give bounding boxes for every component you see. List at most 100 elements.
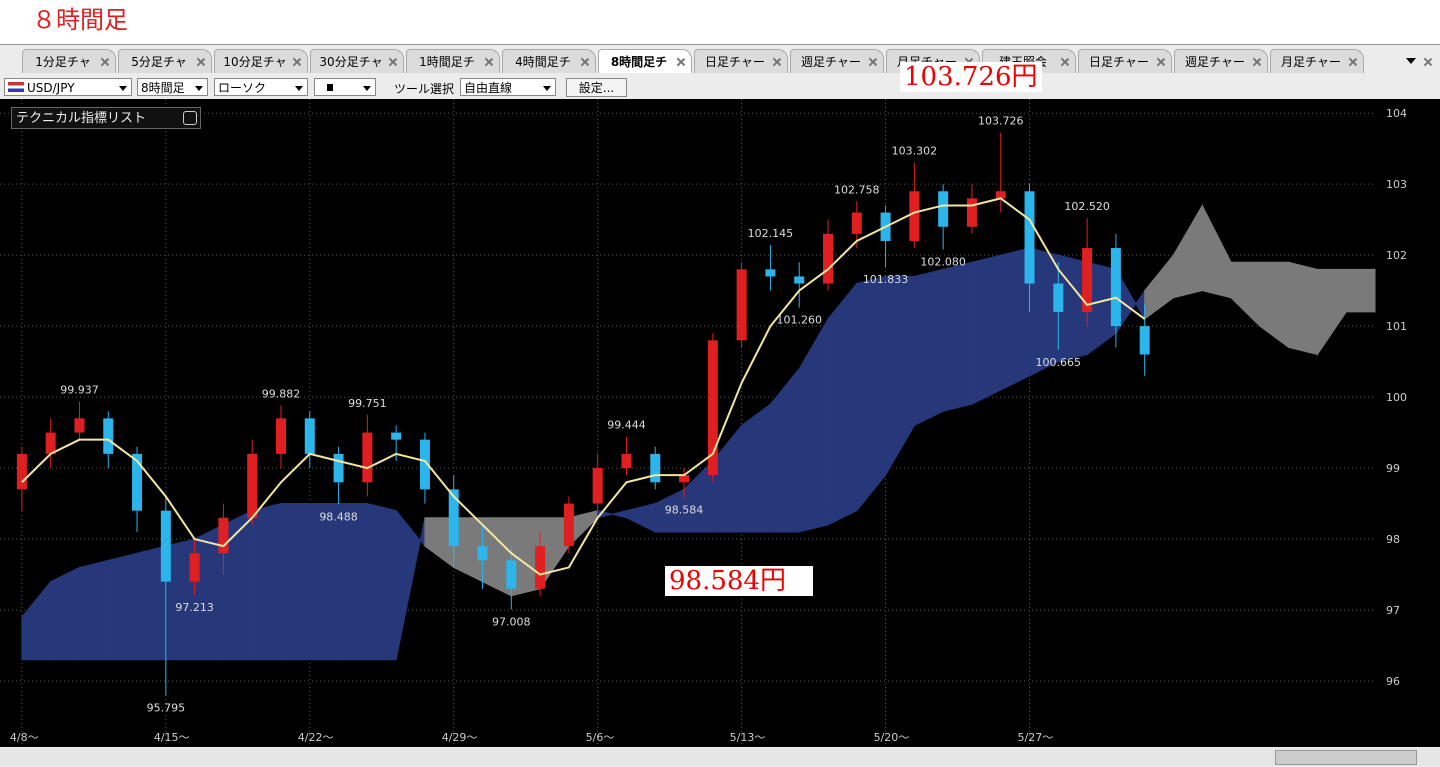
- flag: [8, 82, 24, 92]
- tab-close[interactable]: [101, 58, 109, 66]
- tab-close[interactable]: [197, 58, 205, 66]
- candle-body: [45, 432, 56, 454]
- tab[interactable]: 1分足チャ: [22, 49, 116, 73]
- tab-close[interactable]: [677, 58, 685, 66]
- candle-body: [74, 418, 85, 433]
- candle-body: [103, 418, 114, 454]
- tab-close[interactable]: [293, 58, 301, 66]
- tab-close[interactable]: [869, 58, 877, 66]
- cloud-segment: [856, 275, 887, 513]
- symbol-select[interactable]: USD/JPY: [4, 78, 132, 96]
- tab[interactable]: 8時間足チ: [598, 49, 692, 73]
- candle-body: [333, 453, 344, 483]
- tab[interactable]: 月足チャー: [1270, 49, 1364, 73]
- candle-body: [707, 340, 718, 476]
- cloud-segment: [309, 503, 340, 661]
- scrollbar: [0, 748, 1440, 766]
- y-tick-label: 97: [1386, 604, 1400, 617]
- cloud-segment: [942, 261, 973, 412]
- chart-type-select[interactable]: ローソク: [214, 78, 308, 96]
- price-annotation: 102.145: [748, 227, 794, 240]
- candle-body: [391, 432, 402, 440]
- tab-label: 月足チャー: [1281, 55, 1341, 69]
- candle-body: [679, 475, 690, 483]
- tab-close[interactable]: [485, 58, 493, 66]
- x-tick-label: 4/15～: [154, 731, 190, 744]
- tab[interactable]: 日足チャー: [694, 49, 788, 73]
- tab-close[interactable]: [1349, 58, 1357, 66]
- period-select[interactable]: 8時間足: [137, 78, 208, 96]
- price-annotation: 101.260: [776, 314, 822, 327]
- tab-label: 1分足チャ: [35, 55, 91, 69]
- candle-body: [218, 517, 229, 554]
- price-annotation: 98.488: [319, 510, 358, 523]
- candle-body: [448, 489, 459, 547]
- tab-close[interactable]: [773, 58, 781, 66]
- moving-average: [21, 197, 1146, 576]
- panel-button[interactable]: [183, 111, 197, 125]
- tab[interactable]: 4時間足チ: [502, 49, 596, 73]
- price-annotation: 103.726: [978, 115, 1024, 128]
- candle-body: [304, 418, 315, 454]
- candle-body: [506, 560, 517, 589]
- tab-close[interactable]: [1253, 58, 1261, 66]
- close-window[interactable]: [1424, 58, 1432, 66]
- candle-body: [419, 439, 430, 490]
- indicator-panel[interactable]: テクニカル指標リスト: [11, 107, 201, 129]
- chart: 96 97 98 99 100 101 102 103 104 4/8～ 4/15～ 4/22～ 4/2…: [0, 99, 1440, 747]
- y-tick-label: 104: [1386, 107, 1407, 120]
- price-annotation: 99.882: [262, 387, 301, 400]
- cloud-segment: [741, 403, 771, 533]
- y-tick-label: 102: [1386, 249, 1407, 262]
- tab-close[interactable]: [1061, 58, 1069, 66]
- price-annotation: 99.444: [607, 419, 646, 432]
- price-annotation: 99.751: [348, 397, 387, 410]
- callout: 103.726円: [900, 62, 1042, 92]
- cloud-segment: [971, 254, 1002, 405]
- tab[interactable]: 1時間足チ: [406, 49, 500, 73]
- candle-body: [794, 276, 805, 284]
- tab-close[interactable]: [581, 58, 589, 66]
- cloud-segment: [251, 502, 282, 661]
- tab[interactable]: 日足チャー: [1078, 49, 1172, 73]
- tool-select[interactable]: 自由直線: [460, 78, 556, 96]
- toolbar: USD/JPY 8時間足 ローソク ツール選択 自由直線 設定...: [0, 76, 1440, 100]
- cloud-segment: [366, 502, 397, 661]
- candle-body: [938, 191, 949, 227]
- candle-body: [1139, 326, 1150, 355]
- x-tick-label: 5/20～: [874, 731, 910, 744]
- tool: 自由直線: [464, 81, 513, 95]
- color-select[interactable]: [314, 78, 376, 96]
- price-annotation: 101.833: [863, 273, 909, 286]
- tab[interactable]: 週足チャー: [1174, 49, 1268, 73]
- tab[interactable]: 10分足チャ: [214, 49, 308, 73]
- tab[interactable]: 30分足チャ: [310, 49, 404, 73]
- cloud-segment: [280, 503, 311, 661]
- scroll-thumb[interactable]: [1275, 750, 1417, 765]
- price-annotation: 102.758: [834, 183, 880, 196]
- price-annotation: 103.302: [892, 145, 938, 158]
- tab-label: 4時間足チ: [515, 55, 571, 69]
- tab-menu[interactable]: [1406, 58, 1416, 69]
- candle-body: [362, 432, 373, 483]
- settings-button[interactable]: 設定...: [566, 78, 627, 97]
- candle-body: [995, 191, 1006, 199]
- tab-close[interactable]: [1157, 58, 1165, 66]
- candle-body: [1082, 248, 1093, 312]
- cloud-segment: [338, 503, 368, 661]
- cloud-segment: [107, 552, 138, 661]
- candle-body: [535, 546, 546, 589]
- y-tick-label: 101: [1386, 320, 1407, 333]
- swatch: [327, 84, 333, 91]
- candle-body: [16, 453, 27, 490]
- tab[interactable]: 5分足チャ: [118, 49, 212, 73]
- candle-body: [650, 453, 661, 483]
- tab-label: 日足チャー: [1089, 55, 1149, 69]
- candle-body: [1110, 248, 1121, 327]
- x-tick-label: 4/8～: [10, 731, 39, 744]
- tab-close[interactable]: [389, 58, 397, 66]
- tab-label: 週足チャー: [1185, 55, 1245, 69]
- price-annotation: 95.795: [147, 702, 186, 715]
- tab[interactable]: 週足チャー: [790, 49, 884, 73]
